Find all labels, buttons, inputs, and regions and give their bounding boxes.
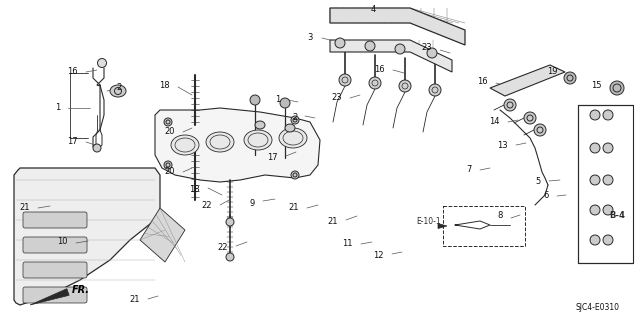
Text: 18: 18: [189, 186, 200, 195]
Polygon shape: [330, 8, 465, 45]
Ellipse shape: [255, 121, 265, 129]
Text: 21: 21: [129, 294, 140, 303]
Text: 14: 14: [490, 117, 500, 127]
FancyBboxPatch shape: [23, 212, 87, 228]
Text: 18: 18: [159, 80, 170, 90]
Ellipse shape: [279, 128, 307, 148]
Circle shape: [603, 235, 613, 245]
Circle shape: [339, 74, 351, 86]
Circle shape: [590, 143, 600, 153]
Ellipse shape: [244, 130, 272, 150]
FancyBboxPatch shape: [23, 262, 87, 278]
Circle shape: [164, 118, 172, 126]
Polygon shape: [14, 168, 160, 305]
Circle shape: [590, 110, 600, 120]
Circle shape: [291, 171, 299, 179]
Ellipse shape: [110, 85, 126, 97]
Text: 20: 20: [164, 128, 175, 137]
Text: 9: 9: [250, 198, 255, 207]
Circle shape: [603, 143, 613, 153]
Circle shape: [250, 95, 260, 105]
Text: 8: 8: [498, 211, 503, 220]
Ellipse shape: [285, 124, 295, 132]
Circle shape: [603, 110, 613, 120]
Text: 13: 13: [497, 140, 508, 150]
Circle shape: [534, 124, 546, 136]
Text: 21: 21: [19, 204, 30, 212]
Circle shape: [369, 77, 381, 89]
Polygon shape: [140, 208, 185, 262]
Text: 21: 21: [328, 218, 338, 226]
Circle shape: [399, 80, 411, 92]
Text: SJC4-E0310: SJC4-E0310: [575, 303, 619, 313]
Text: 1: 1: [55, 103, 60, 113]
Circle shape: [335, 38, 345, 48]
Text: 7: 7: [467, 166, 472, 174]
Polygon shape: [155, 108, 320, 182]
Text: 21: 21: [289, 204, 299, 212]
Text: 10: 10: [58, 238, 68, 247]
Text: 16: 16: [477, 78, 488, 86]
Ellipse shape: [171, 135, 199, 155]
Text: B-4: B-4: [609, 211, 625, 219]
Text: 19: 19: [547, 68, 558, 77]
Text: 1: 1: [275, 95, 280, 105]
Text: 23: 23: [332, 93, 342, 101]
Circle shape: [590, 175, 600, 185]
Circle shape: [590, 235, 600, 245]
Text: 17: 17: [268, 153, 278, 162]
Text: 23: 23: [421, 43, 432, 53]
FancyBboxPatch shape: [23, 237, 87, 253]
Circle shape: [280, 98, 290, 108]
Circle shape: [365, 41, 375, 51]
Circle shape: [93, 144, 101, 152]
Polygon shape: [30, 289, 69, 305]
Circle shape: [564, 72, 576, 84]
Polygon shape: [490, 65, 565, 96]
Bar: [578, 105, 633, 263]
Circle shape: [610, 81, 624, 95]
Text: 12: 12: [374, 250, 384, 259]
Text: 11: 11: [342, 240, 353, 249]
Circle shape: [164, 161, 172, 169]
Circle shape: [97, 58, 106, 68]
Polygon shape: [438, 224, 447, 228]
Text: FR.: FR.: [72, 285, 90, 295]
Text: 4: 4: [371, 5, 376, 14]
Text: 6: 6: [543, 191, 549, 201]
Circle shape: [427, 48, 437, 58]
Text: 16: 16: [374, 65, 385, 75]
Text: 16: 16: [67, 68, 78, 77]
Text: 17: 17: [67, 137, 78, 146]
Text: 15: 15: [591, 80, 602, 90]
Circle shape: [226, 218, 234, 226]
Circle shape: [291, 116, 299, 124]
Bar: [443, 206, 525, 246]
Text: 2: 2: [116, 84, 122, 93]
Text: 20: 20: [164, 167, 175, 176]
Ellipse shape: [206, 132, 234, 152]
Text: 22: 22: [202, 201, 212, 210]
Text: 5: 5: [536, 176, 541, 186]
Circle shape: [590, 205, 600, 215]
Circle shape: [524, 112, 536, 124]
Text: 22: 22: [218, 243, 228, 253]
Circle shape: [603, 205, 613, 215]
Text: E-10-1: E-10-1: [417, 217, 441, 226]
Text: 3: 3: [308, 33, 313, 41]
Circle shape: [226, 253, 234, 261]
Circle shape: [395, 44, 405, 54]
Text: 2: 2: [292, 114, 298, 122]
FancyBboxPatch shape: [23, 287, 87, 303]
Polygon shape: [330, 40, 452, 72]
Circle shape: [603, 175, 613, 185]
Circle shape: [429, 84, 441, 96]
Circle shape: [504, 99, 516, 111]
